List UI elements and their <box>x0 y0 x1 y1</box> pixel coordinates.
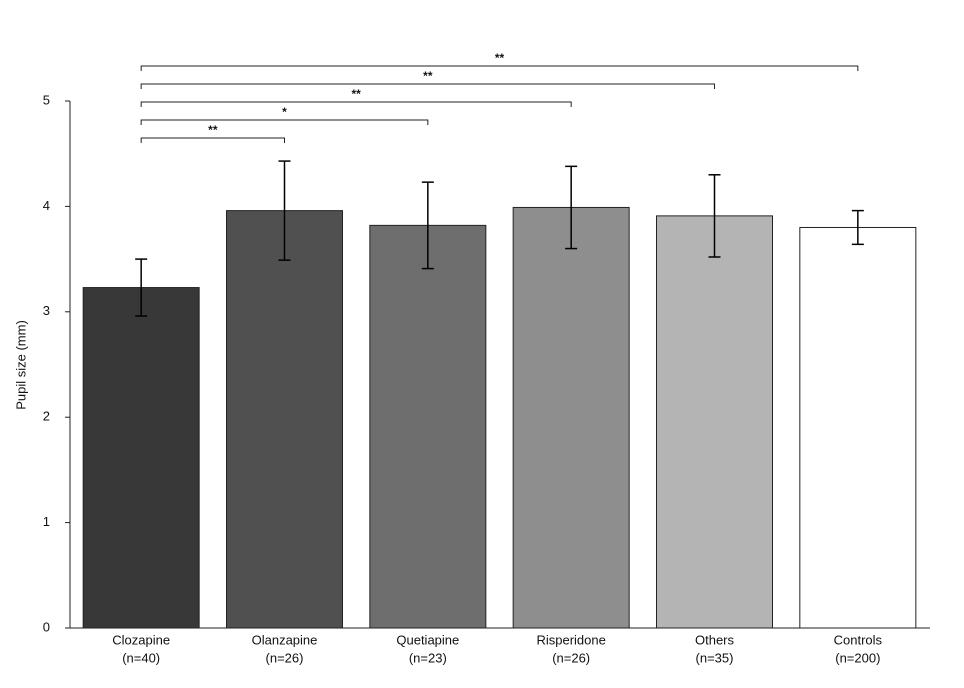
x-tick-sublabel: (n=35) <box>696 650 734 665</box>
x-tick-sublabel: (n=26) <box>552 650 590 665</box>
significance-label: ** <box>423 69 433 83</box>
bar <box>369 224 487 629</box>
x-tick-sublabel: (n=26) <box>266 650 304 665</box>
significance-bracket <box>140 137 285 143</box>
y-tick-label: 5 <box>43 92 50 107</box>
x-tick-label: Controls <box>834 632 883 647</box>
bar <box>226 210 343 629</box>
y-tick-label: 1 <box>43 514 50 529</box>
significance-bracket <box>140 101 572 107</box>
y-tick-label: 2 <box>43 409 50 424</box>
significance-bracket <box>140 83 715 89</box>
significance-bracket <box>140 65 859 71</box>
significance-label: ** <box>351 87 361 101</box>
bar <box>512 206 630 629</box>
y-tick-label: 0 <box>43 619 50 634</box>
x-tick-label: Others <box>695 632 735 647</box>
significance-label: ** <box>495 51 505 65</box>
bar <box>656 215 773 629</box>
x-tick-sublabel: (n=23) <box>409 650 447 665</box>
significance-label: ** <box>208 123 218 137</box>
x-tick-label: Clozapine <box>112 632 170 647</box>
y-tick-label: 3 <box>43 303 50 318</box>
x-tick-label: Olanzapine <box>252 632 318 647</box>
x-tick-sublabel: (n=40) <box>122 650 160 665</box>
y-tick-label: 4 <box>43 198 50 213</box>
x-tick-label: Quetiapine <box>396 632 459 647</box>
y-axis-label: Pupil size (mm) <box>13 320 28 410</box>
x-tick-label: Risperidone <box>536 632 605 647</box>
significance-label: * <box>282 105 287 119</box>
bar <box>82 287 200 629</box>
significance-bracket <box>140 119 429 125</box>
x-tick-sublabel: (n=200) <box>835 650 880 665</box>
bar <box>799 226 917 629</box>
